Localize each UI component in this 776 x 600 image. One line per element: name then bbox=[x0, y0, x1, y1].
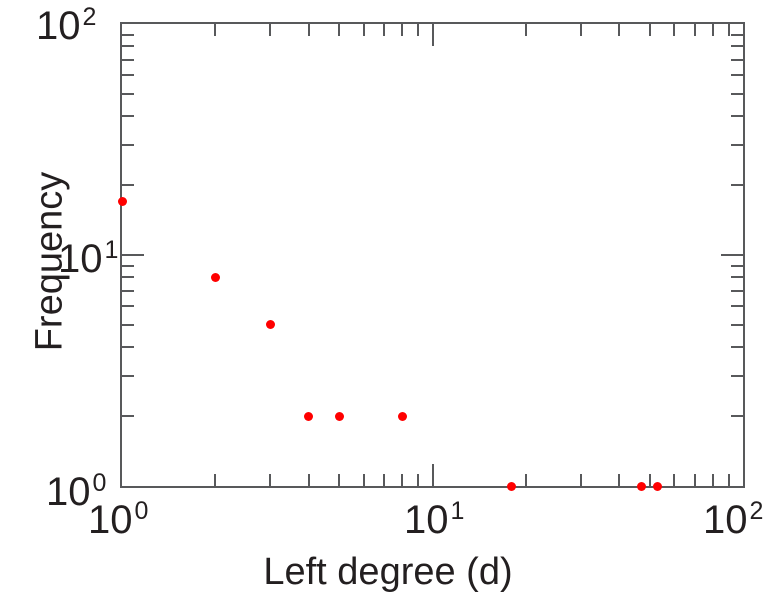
y-axis-tick-minor-right bbox=[731, 276, 743, 279]
y-tick-exponent: 2 bbox=[82, 2, 97, 31]
y-axis-tick-minor-right bbox=[731, 45, 743, 48]
x-axis-tick-minor-bottom bbox=[362, 474, 365, 486]
y-tick-mantissa: 10 bbox=[46, 470, 91, 514]
y-axis-tick-minor-right bbox=[731, 305, 743, 308]
y-axis-tick-minor-left bbox=[122, 305, 134, 308]
plot-area bbox=[117, 22, 745, 491]
y-axis-tick-minor-right bbox=[731, 323, 743, 326]
y-axis-tick-minor-left bbox=[122, 114, 134, 117]
x-tick-mantissa: 10 bbox=[404, 498, 449, 542]
y-axis-tick-minor-right bbox=[731, 289, 743, 292]
y-axis-tick-minor-left bbox=[122, 264, 134, 267]
x-tick-exponent: 1 bbox=[450, 496, 465, 525]
y-axis-tick-minor-left bbox=[122, 74, 134, 77]
data-point bbox=[652, 481, 662, 491]
y-axis-tick-minor-left bbox=[122, 143, 134, 146]
data-point bbox=[636, 481, 646, 491]
x-axis-tick-minor-top bbox=[362, 24, 365, 36]
y-tick-label-1: 100 bbox=[46, 468, 107, 514]
x-tick-label-100: 102 bbox=[703, 496, 764, 542]
x-axis-tick-minor-bottom bbox=[648, 474, 651, 486]
x-axis-title: Left degree (d) bbox=[263, 551, 513, 593]
x-axis-tick-minor-top bbox=[307, 24, 310, 36]
x-axis-tick-minor-top bbox=[524, 24, 527, 36]
y-axis-tick-minor-right bbox=[731, 92, 743, 95]
y-axis-tick-minor-right bbox=[731, 374, 743, 377]
y-tick-exponent: 1 bbox=[104, 235, 119, 264]
y-tick-label-10: 101 bbox=[58, 235, 119, 281]
y-axis-tick-minor-left bbox=[122, 184, 134, 187]
x-axis-tick-minor-top bbox=[417, 24, 420, 36]
data-point bbox=[265, 320, 275, 330]
data-point bbox=[507, 481, 517, 491]
x-axis-tick-minor-bottom bbox=[417, 474, 420, 486]
x-axis-tick-minor-bottom bbox=[307, 474, 310, 486]
y-axis-tick-minor-left bbox=[122, 92, 134, 95]
y-axis-tick-minor-left bbox=[122, 45, 134, 48]
y-axis-tick-minor-right bbox=[731, 143, 743, 146]
x-tick-label-10: 101 bbox=[404, 496, 465, 542]
y-axis-tick-minor-left bbox=[122, 415, 134, 418]
x-axis-tick-major-top bbox=[431, 24, 434, 46]
y-tick-mantissa: 10 bbox=[58, 237, 103, 281]
data-point bbox=[397, 411, 407, 421]
x-axis-tick-minor-bottom bbox=[693, 474, 696, 486]
x-axis-tick-minor-bottom bbox=[401, 474, 404, 486]
y-axis-tick-major-right bbox=[721, 254, 743, 256]
y-tick-label-100: 102 bbox=[36, 2, 97, 48]
data-point bbox=[117, 197, 127, 207]
y-axis-tick-minor-left bbox=[122, 345, 134, 348]
y-axis-tick-minor-right bbox=[731, 33, 743, 36]
x-axis-tick-minor-top bbox=[383, 24, 386, 36]
x-axis-tick-major-bottom bbox=[431, 464, 434, 486]
x-tick-exponent: 0 bbox=[134, 496, 149, 525]
y-axis-tick-minor-left bbox=[122, 33, 134, 36]
y-axis-tick-minor-left bbox=[122, 374, 134, 377]
x-axis-tick-minor-top bbox=[693, 24, 696, 36]
y-axis-tick-minor-left bbox=[122, 276, 134, 279]
y-axis-title: Frequency bbox=[28, 171, 71, 352]
x-axis-tick-minor-top bbox=[727, 24, 730, 36]
x-axis-tick-minor-bottom bbox=[338, 474, 341, 486]
x-axis-tick-minor-top bbox=[269, 24, 272, 36]
x-axis-tick-minor-top bbox=[579, 24, 582, 36]
x-axis-tick-minor-top bbox=[214, 24, 217, 36]
x-axis-tick-minor-bottom bbox=[711, 474, 714, 486]
y-axis-tick-minor-right bbox=[731, 264, 743, 267]
x-axis-tick-minor-top bbox=[401, 24, 404, 36]
data-point bbox=[334, 411, 344, 421]
x-axis-tick-minor-bottom bbox=[727, 474, 730, 486]
y-axis-tick-minor-right bbox=[731, 345, 743, 348]
x-axis-tick-minor-top bbox=[711, 24, 714, 36]
y-axis-tick-minor-right bbox=[731, 114, 743, 117]
x-axis-tick-minor-bottom bbox=[579, 474, 582, 486]
y-axis-tick-minor-right bbox=[731, 58, 743, 61]
x-tick-label-1: 100 bbox=[88, 496, 149, 542]
x-axis-tick-minor-top bbox=[673, 24, 676, 36]
y-tick-mantissa: 10 bbox=[36, 4, 81, 48]
y-axis-tick-minor-right bbox=[731, 415, 743, 418]
x-axis-tick-minor-bottom bbox=[524, 474, 527, 486]
y-axis-tick-minor-left bbox=[122, 289, 134, 292]
x-axis-tick-minor-bottom bbox=[214, 474, 217, 486]
x-axis-tick-minor-bottom bbox=[673, 474, 676, 486]
y-axis-tick-major-left bbox=[122, 254, 144, 256]
x-axis-tick-minor-top bbox=[338, 24, 341, 36]
y-axis-tick-minor-right bbox=[731, 184, 743, 187]
x-axis-tick-minor-bottom bbox=[269, 474, 272, 486]
data-point bbox=[210, 272, 220, 282]
y-tick-exponent: 0 bbox=[92, 468, 107, 497]
x-tick-exponent: 2 bbox=[749, 496, 764, 525]
x-axis-tick-minor-bottom bbox=[618, 474, 621, 486]
x-axis-tick-minor-top bbox=[648, 24, 651, 36]
y-axis-tick-minor-left bbox=[122, 323, 134, 326]
y-axis-tick-minor-right bbox=[731, 74, 743, 77]
data-point bbox=[304, 411, 314, 421]
x-tick-mantissa: 10 bbox=[703, 498, 748, 542]
x-axis-tick-minor-bottom bbox=[383, 474, 386, 486]
x-axis-tick-minor-top bbox=[618, 24, 621, 36]
y-axis-tick-minor-left bbox=[122, 58, 134, 61]
x-tick-mantissa: 10 bbox=[88, 498, 133, 542]
